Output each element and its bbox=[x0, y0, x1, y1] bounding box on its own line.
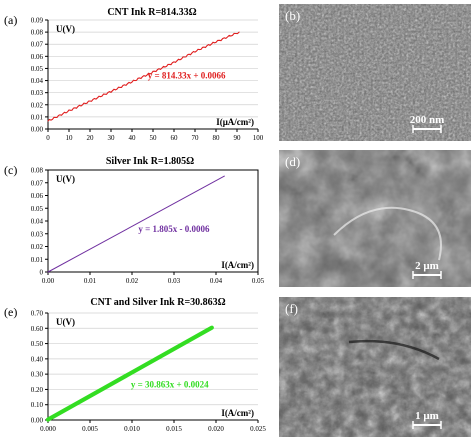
x-tick-label: 0.010 bbox=[124, 425, 140, 433]
x-tick-label: 90 bbox=[234, 134, 242, 142]
y-tick-label: 0 bbox=[40, 269, 44, 277]
y-tick-label: 0.07 bbox=[31, 41, 44, 49]
x-tick-label: 50 bbox=[150, 134, 158, 142]
y-tick-label: 0.30 bbox=[31, 371, 44, 379]
y-tick-label: 0.06 bbox=[31, 192, 44, 200]
x-tick-label: 0.02 bbox=[126, 277, 139, 285]
x-tick-label: 30 bbox=[108, 134, 116, 142]
x-tick-label: 0.005 bbox=[82, 425, 98, 433]
panel-label: (e) bbox=[4, 305, 17, 319]
sem-panel-label: (f) bbox=[285, 301, 298, 316]
y-tick-label: 0.03 bbox=[31, 89, 44, 97]
y-axis-title: U(V) bbox=[56, 317, 75, 327]
equation-label: y = 30.863x + 0.0024 bbox=[131, 380, 209, 390]
equation-label: y = 1.805x - 0.0006 bbox=[138, 224, 210, 234]
chart-panel-0: (a) CNT Ink R=814.33Ω 0.00 0.01 0.02 0.03 0.04… bbox=[4, 7, 264, 142]
equation-label: y = 814.33x + 0.0066 bbox=[148, 71, 226, 81]
panel-label: (a) bbox=[4, 13, 17, 27]
y-tick-label: 0.00 bbox=[31, 417, 44, 425]
y-tick-label: 0.40 bbox=[31, 355, 44, 363]
y-tick-label: 0.04 bbox=[31, 218, 44, 226]
x-tick-label: 20 bbox=[87, 134, 95, 142]
flake-edge bbox=[333, 206, 442, 261]
scale-bar-label: 200 nm bbox=[410, 114, 445, 126]
x-tick-label: 0.025 bbox=[250, 425, 266, 433]
sem-panel-label: (d) bbox=[285, 154, 300, 169]
x-tick-label: 0 bbox=[46, 134, 50, 142]
x-tick-label: 40 bbox=[129, 134, 137, 142]
chart-panel-2: (e) CNT and Silver Ink R=30.863Ω 0.00 0.10 0… bbox=[4, 297, 266, 433]
series-line bbox=[47, 31, 240, 122]
y-tick-label: 0.06 bbox=[31, 53, 44, 61]
sem-image-panel: (b) 200 nm bbox=[279, 4, 471, 141]
plot-frame bbox=[47, 169, 259, 273]
chart-title: Silver Ink R=1.805Ω bbox=[106, 156, 194, 167]
x-tick-label: 0.000 bbox=[40, 425, 56, 433]
x-tick-label: 10 bbox=[66, 134, 74, 142]
y-tick-label: 0.02 bbox=[31, 243, 44, 251]
y-tick-label: 0.05 bbox=[31, 205, 44, 213]
x-tick-label: 0.04 bbox=[210, 277, 223, 285]
y-axis-title: U(V) bbox=[56, 24, 75, 34]
x-tick-label: 60 bbox=[171, 134, 179, 142]
crack-edge bbox=[348, 339, 440, 361]
sem-texture bbox=[279, 4, 471, 141]
sem-texture bbox=[279, 297, 471, 437]
x-tick-label: 0.01 bbox=[84, 277, 97, 285]
x-axis-title: I(A/cm²) bbox=[221, 260, 254, 270]
chart-panel-1: (c) Silver Ink R=1.805Ω 0 0.01 0.02 0.03 0.04 0… bbox=[4, 156, 265, 285]
chart-title: CNT Ink R=814.33Ω bbox=[107, 7, 196, 18]
x-tick-label: 80 bbox=[213, 134, 221, 142]
y-tick-label: 0.70 bbox=[31, 310, 44, 318]
y-tick-label: 0.01 bbox=[31, 256, 44, 264]
y-tick-label: 0.10 bbox=[31, 401, 44, 409]
y-tick-label: 0.50 bbox=[31, 340, 44, 348]
series-line bbox=[45, 325, 214, 422]
y-tick-label: 0.20 bbox=[31, 386, 44, 394]
y-tick-label: 0.05 bbox=[31, 65, 44, 73]
sem-image-panel: (d) 2 μm bbox=[279, 150, 471, 287]
scale-bar-label: 2 μm bbox=[415, 260, 439, 272]
x-tick-label: 0.00 bbox=[42, 277, 55, 285]
y-tick-label: 0.03 bbox=[31, 230, 44, 238]
scale-bar-label: 1 μm bbox=[415, 410, 439, 422]
sem-texture bbox=[279, 150, 471, 287]
y-axis-title: U(V) bbox=[56, 174, 75, 184]
y-tick-label: 0.01 bbox=[31, 113, 44, 121]
sem-panel-label: (b) bbox=[285, 8, 300, 23]
x-tick-label: 100 bbox=[253, 134, 264, 142]
chart-title: CNT and Silver Ink R=30.863Ω bbox=[90, 297, 225, 308]
x-tick-label: 0.020 bbox=[208, 425, 224, 433]
y-tick-label: 0.07 bbox=[31, 179, 44, 187]
y-tick-label: 0.00 bbox=[31, 126, 44, 134]
y-tick-label: 0.04 bbox=[31, 77, 44, 85]
y-tick-label: 0.02 bbox=[31, 101, 44, 109]
panel-label: (c) bbox=[4, 163, 17, 177]
series-line bbox=[47, 175, 225, 273]
x-axis-title: I(A/cm²) bbox=[221, 408, 254, 418]
y-tick-label: 0.08 bbox=[31, 29, 44, 37]
y-tick-label: 0.60 bbox=[31, 325, 44, 333]
x-tick-label: 0.03 bbox=[168, 277, 181, 285]
x-tick-label: 70 bbox=[192, 134, 200, 142]
x-tick-label: 0.015 bbox=[166, 425, 182, 433]
sem-image-panel: (f) 1 μm bbox=[279, 297, 471, 437]
y-tick-label: 0.08 bbox=[31, 167, 44, 175]
y-tick-label: 0.09 bbox=[31, 17, 44, 25]
x-tick-label: 0.05 bbox=[252, 277, 265, 285]
x-axis-title: I(μA/cm²) bbox=[216, 117, 254, 127]
